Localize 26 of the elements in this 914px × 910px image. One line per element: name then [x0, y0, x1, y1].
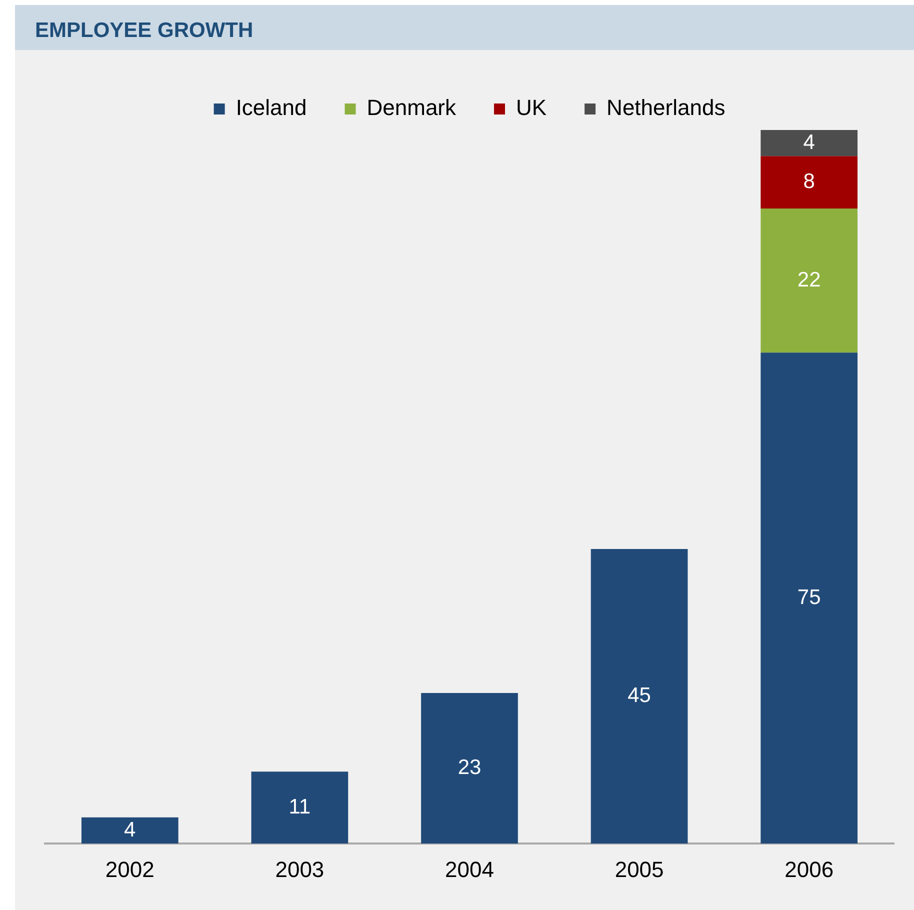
chart-title: EMPLOYEE GROWTH	[15, 5, 914, 50]
bar	[251, 772, 348, 844]
bar	[760, 130, 858, 156]
data-label: 4	[124, 818, 136, 842]
legend-label: UK	[516, 95, 547, 120]
bar	[421, 693, 518, 844]
legend-label: Denmark	[366, 95, 457, 120]
bar	[760, 156, 858, 209]
x-tick-label: 2002	[105, 856, 154, 882]
bar	[590, 548, 688, 844]
legend-label: Netherlands	[606, 95, 726, 120]
data-label: 4	[803, 130, 816, 154]
x-tick-label: 2006	[784, 856, 834, 882]
data-label: 45	[628, 684, 651, 708]
x-tick-label: 2003	[275, 856, 324, 882]
data-label: 11	[288, 795, 311, 818]
legend-label: Iceland	[236, 95, 307, 120]
data-label: 22	[797, 268, 821, 292]
data-label: 8	[803, 170, 815, 194]
data-label: 23	[458, 756, 482, 780]
bar	[81, 817, 178, 844]
x-tick-label: 2004	[445, 856, 494, 882]
data-label: 75	[797, 586, 821, 609]
x-tick-label: 2005	[614, 856, 664, 882]
bar	[760, 208, 858, 353]
bar	[760, 352, 858, 844]
